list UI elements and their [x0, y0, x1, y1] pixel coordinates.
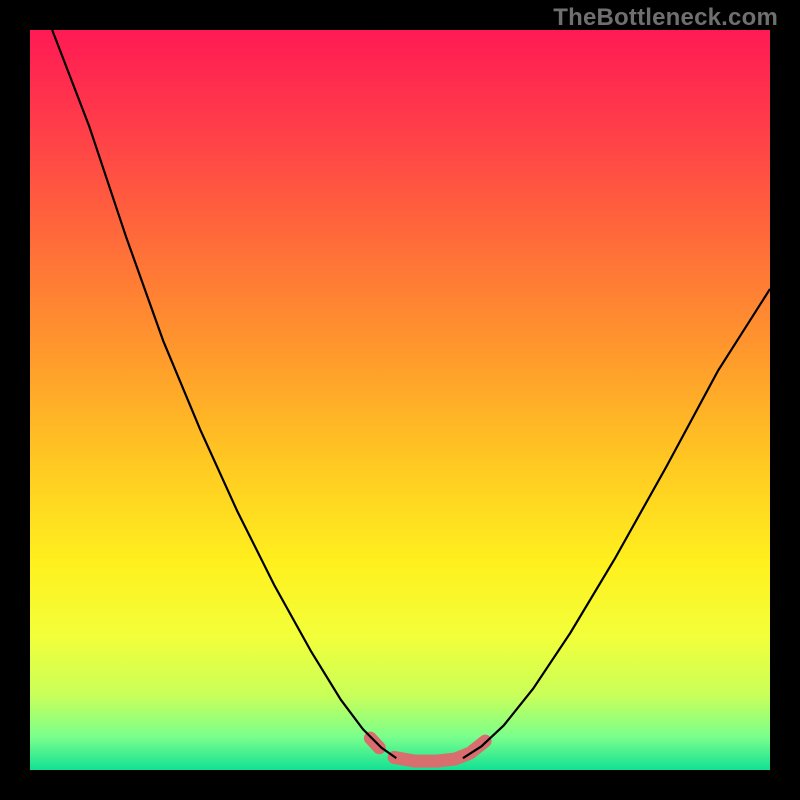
plot-area [30, 30, 770, 770]
gradient-background [30, 30, 770, 770]
watermark-text: TheBottleneck.com [553, 4, 778, 32]
bottleneck-curve-chart [30, 30, 770, 770]
chart-frame: TheBottleneck.com [0, 0, 800, 800]
